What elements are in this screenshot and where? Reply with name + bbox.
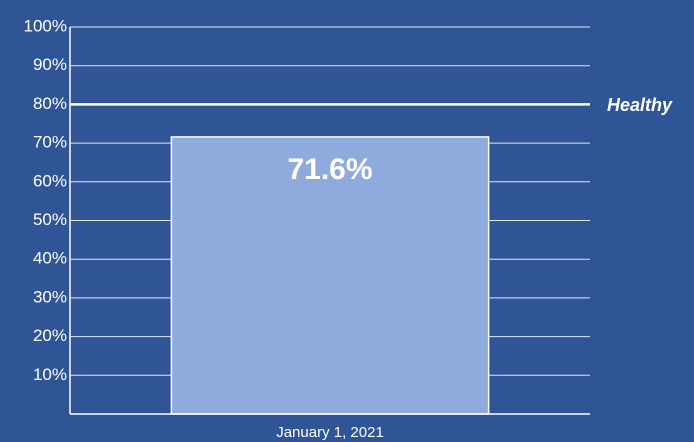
y-tick-label: 50% <box>33 210 67 229</box>
y-tick-label: 80% <box>33 94 67 113</box>
y-tick-label: 20% <box>33 326 67 345</box>
x-tick-label: January 1, 2021 <box>276 424 384 441</box>
y-tick-label: 40% <box>33 249 67 268</box>
y-tick-label: 100% <box>24 16 67 35</box>
bar <box>170 136 490 415</box>
reference-label: Healthy <box>607 95 673 115</box>
y-tick-label: 60% <box>33 171 67 190</box>
y-tick-label: 10% <box>33 365 67 384</box>
y-tick-label: 90% <box>33 55 67 74</box>
y-tick-label: 70% <box>33 133 67 152</box>
data-label: 71.6% <box>287 153 372 186</box>
y-tick-label: 30% <box>33 287 67 306</box>
